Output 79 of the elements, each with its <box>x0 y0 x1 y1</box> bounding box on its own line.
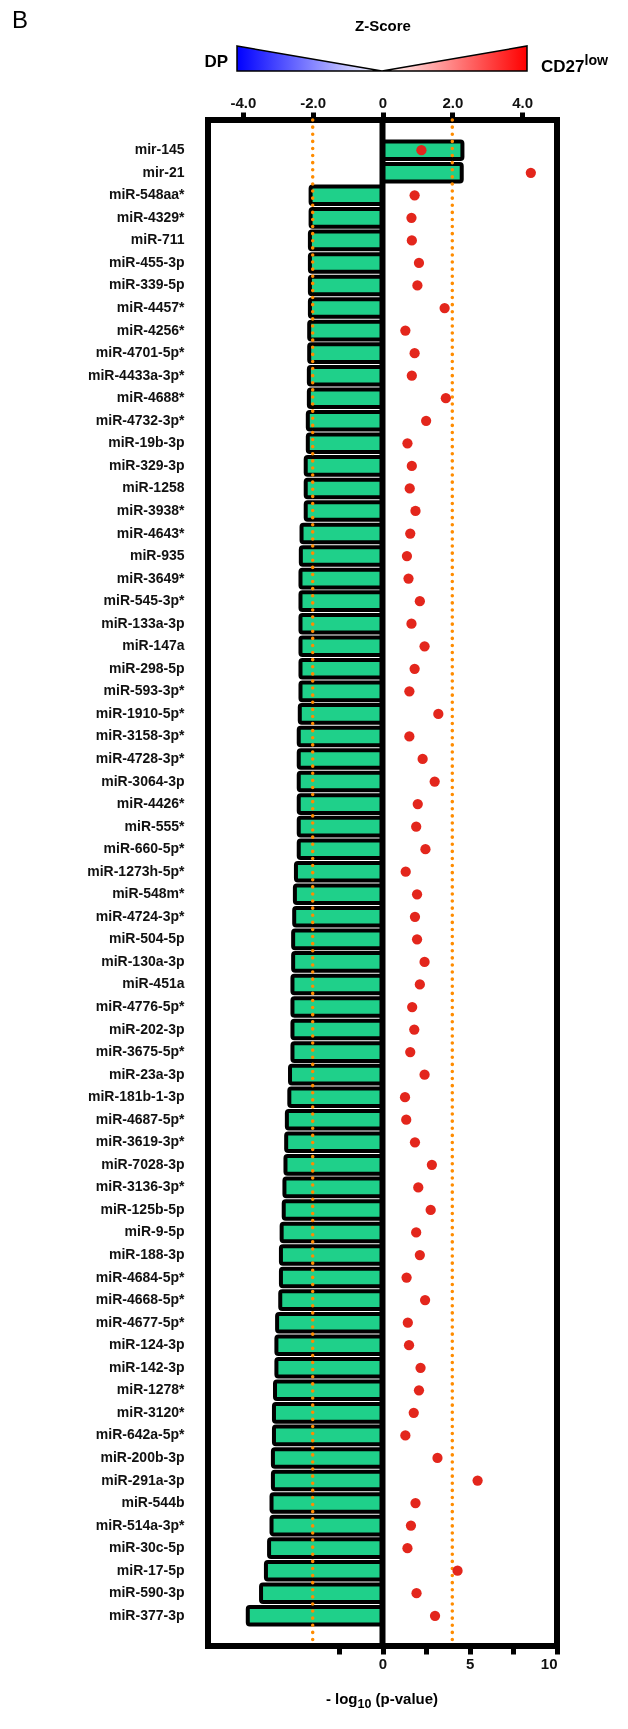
y-tick-label: miR-514a-3p* <box>95 1516 186 1533</box>
y-tick-label: miR-3136-3p* <box>95 1178 186 1195</box>
y-tick-label: miR-4256* <box>116 321 186 338</box>
y-tick-label: miR-4329* <box>116 208 186 225</box>
y-tick-label: miR-4728-3p* <box>95 749 186 766</box>
y-tick-label: miR-142-3p <box>109 1358 185 1375</box>
y-tick-label: miR-548aa* <box>109 186 186 203</box>
y-tick-label: miR-455-3p <box>109 253 185 270</box>
y-tick-label: miR-1278* <box>116 1381 186 1398</box>
y-tick-label: miR-4643* <box>116 524 186 541</box>
x-tick-label: -4.0 <box>230 93 257 111</box>
y-tick-label: miR-548m* <box>112 885 186 902</box>
y-tick-label: miR-3619-3p* <box>95 1133 186 1150</box>
y-tick-label: miR-4724-3p* <box>95 907 186 924</box>
y-tick-label: miR-339-5p <box>109 276 185 293</box>
y-tick-label: miR-291a-3p <box>101 1471 185 1488</box>
y-tick-label: miR-4688* <box>116 389 186 406</box>
y-tick-label: miR-147a <box>122 637 185 654</box>
y-tick-label: miR-4426* <box>116 795 186 812</box>
y-tick-label: miR-1273h-5p* <box>87 862 186 879</box>
y-tick-label: miR-4701-5p* <box>95 344 186 361</box>
y-tick-label: miR-202-3p <box>109 1020 185 1037</box>
x2-tick-label: 10 <box>540 1654 558 1672</box>
x-tick-label: 4.0 <box>512 93 534 111</box>
y-tick-label: miR-642a-5p* <box>95 1426 186 1443</box>
y-tick-label: miR-133a-3p <box>101 614 185 631</box>
y-tick-label: miR-935 <box>130 547 185 564</box>
y-tick-label: miR-711 <box>130 231 185 248</box>
y-tick-label: miR-3120* <box>116 1403 186 1420</box>
y-tick-label: miR-9-5p <box>124 1223 185 1240</box>
y-tick-label: miR-23a-3p <box>109 1065 185 1082</box>
y-tick-label: mir-145 <box>134 141 185 158</box>
y-tick-label: miR-545-3p* <box>103 592 186 609</box>
x2-tick-label: 0 <box>378 1654 388 1672</box>
y-tick-label: miR-504-5p <box>109 930 185 947</box>
y-tick-label: miR-593-3p* <box>103 682 186 699</box>
y-tick-label: miR-660-5p* <box>103 840 186 857</box>
y-tick-label: miR-30c-5p <box>109 1539 185 1556</box>
y-tick-label: miR-4687-5p* <box>95 1110 186 1127</box>
y-tick-label: miR-200b-3p <box>100 1448 185 1465</box>
y-tick-label: miR-181b-1-3p <box>88 1088 185 1105</box>
y-tick-label: miR-1910-5p* <box>95 704 186 721</box>
y-tick-label: miR-7028-3p <box>101 1155 185 1172</box>
x-tick-label: 0 <box>378 93 388 111</box>
x-tick-label: -2.0 <box>300 93 327 111</box>
y-tick-label: miR-4776-5p* <box>95 998 186 1015</box>
y-tick-label: miR-451a <box>122 975 185 992</box>
x2-tick-label: 5 <box>466 1654 475 1672</box>
y-tick-label: miR-188-3p <box>109 1246 185 1263</box>
y-tick-label: miR-130a-3p <box>101 952 185 969</box>
y-tick-label: miR-3158-3p* <box>95 727 186 744</box>
y-tick-label: miR-329-3p <box>109 456 185 473</box>
y-tick-label: miR-544b <box>121 1494 185 1511</box>
y-tick-label: miR-3649* <box>116 569 186 586</box>
y-tick-label: miR-298-5p <box>109 659 185 676</box>
x2-axis-title: - log$_{10}$ (p-value) <box>324 1690 440 1711</box>
y-tick-label: miR-377-3p <box>109 1606 185 1623</box>
y-tick-label: miR-1258 <box>122 479 185 496</box>
y-tick-label: miR-4668-5p* <box>95 1291 186 1308</box>
y-tick-label: miR-124-3p <box>109 1336 185 1353</box>
y-tick-label: miR-3064-3p <box>101 772 185 789</box>
x-axis-title: Z-Score <box>355 16 411 34</box>
y-tick-label: mir-21 <box>142 163 185 180</box>
y-tick-label: miR-4732-3p* <box>95 411 186 428</box>
text: B <box>12 6 29 34</box>
y-tick-label: miR-4433a-3p* <box>88 366 186 383</box>
y-tick-label: miR-125b-5p <box>100 1200 185 1217</box>
y-tick-label: miR-4684-5p* <box>95 1268 186 1285</box>
x-tick-label: 2.0 <box>442 93 464 111</box>
y-tick-label: miR-3675-5p* <box>95 1043 186 1060</box>
y-tick-label: miR-3938* <box>116 501 186 518</box>
y-tick-label: miR-4677-5p* <box>95 1313 186 1330</box>
y-tick-label: miR-17-5p <box>116 1561 185 1578</box>
y-tick-label: miR-19b-3p <box>108 434 185 451</box>
text: CD27$^{low}$ <box>541 52 609 77</box>
y-tick-label: miR-555* <box>124 817 186 834</box>
y-tick-label: miR-590-3p <box>109 1584 185 1601</box>
y-tick-label: miR-4457* <box>116 299 186 316</box>
text: DP <box>204 52 228 72</box>
